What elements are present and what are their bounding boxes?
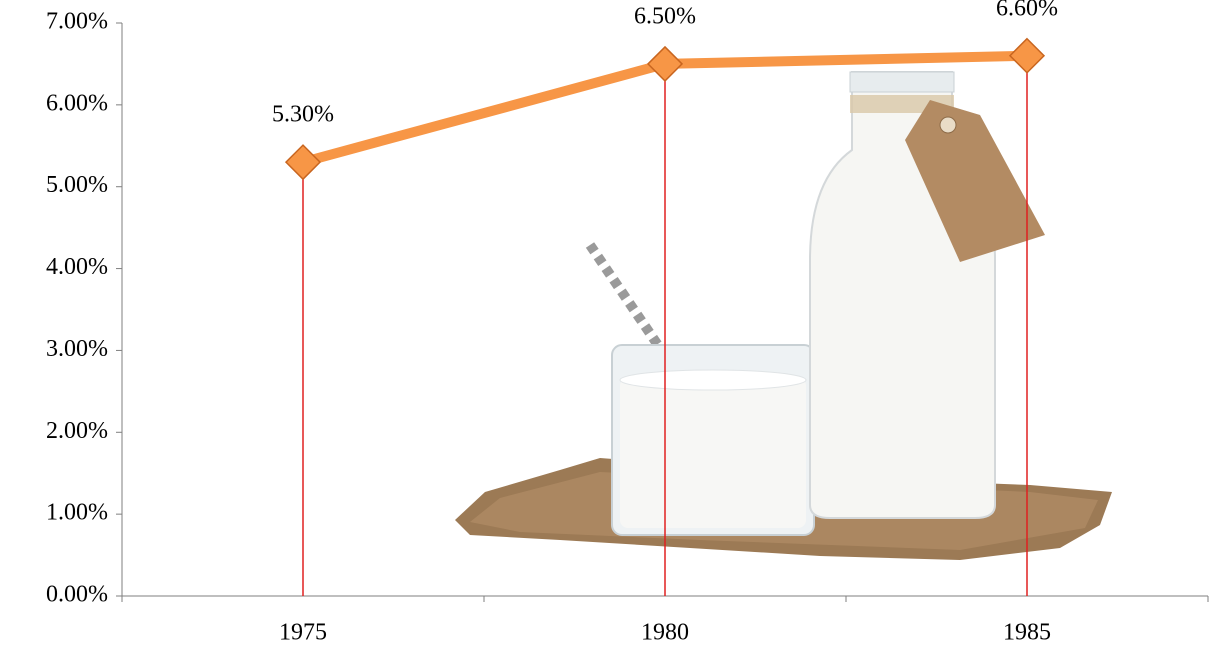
data-label: 6.50%	[634, 3, 696, 29]
marker	[646, 45, 684, 82]
y-tick-label: 2.00%	[46, 418, 108, 444]
y-tick-label: 7.00%	[46, 9, 108, 35]
y-tick-label: 4.00%	[46, 254, 108, 280]
y-tick-label: 3.00%	[46, 336, 108, 362]
background-illustration	[455, 71, 1112, 560]
y-tick-label: 1.00%	[46, 500, 108, 526]
y-tick-label: 5.00%	[46, 172, 108, 198]
marker	[284, 144, 322, 181]
x-tick-label: 1985	[1003, 620, 1051, 646]
data-label: 6.60%	[996, 0, 1058, 21]
y-tick-label: 6.00%	[46, 90, 108, 116]
y-tick-label: 0.00%	[46, 582, 108, 608]
marker	[1008, 37, 1046, 74]
x-tick-label: 1975	[279, 620, 327, 646]
data-label: 5.30%	[272, 102, 334, 128]
x-tick-label: 1980	[641, 620, 689, 646]
